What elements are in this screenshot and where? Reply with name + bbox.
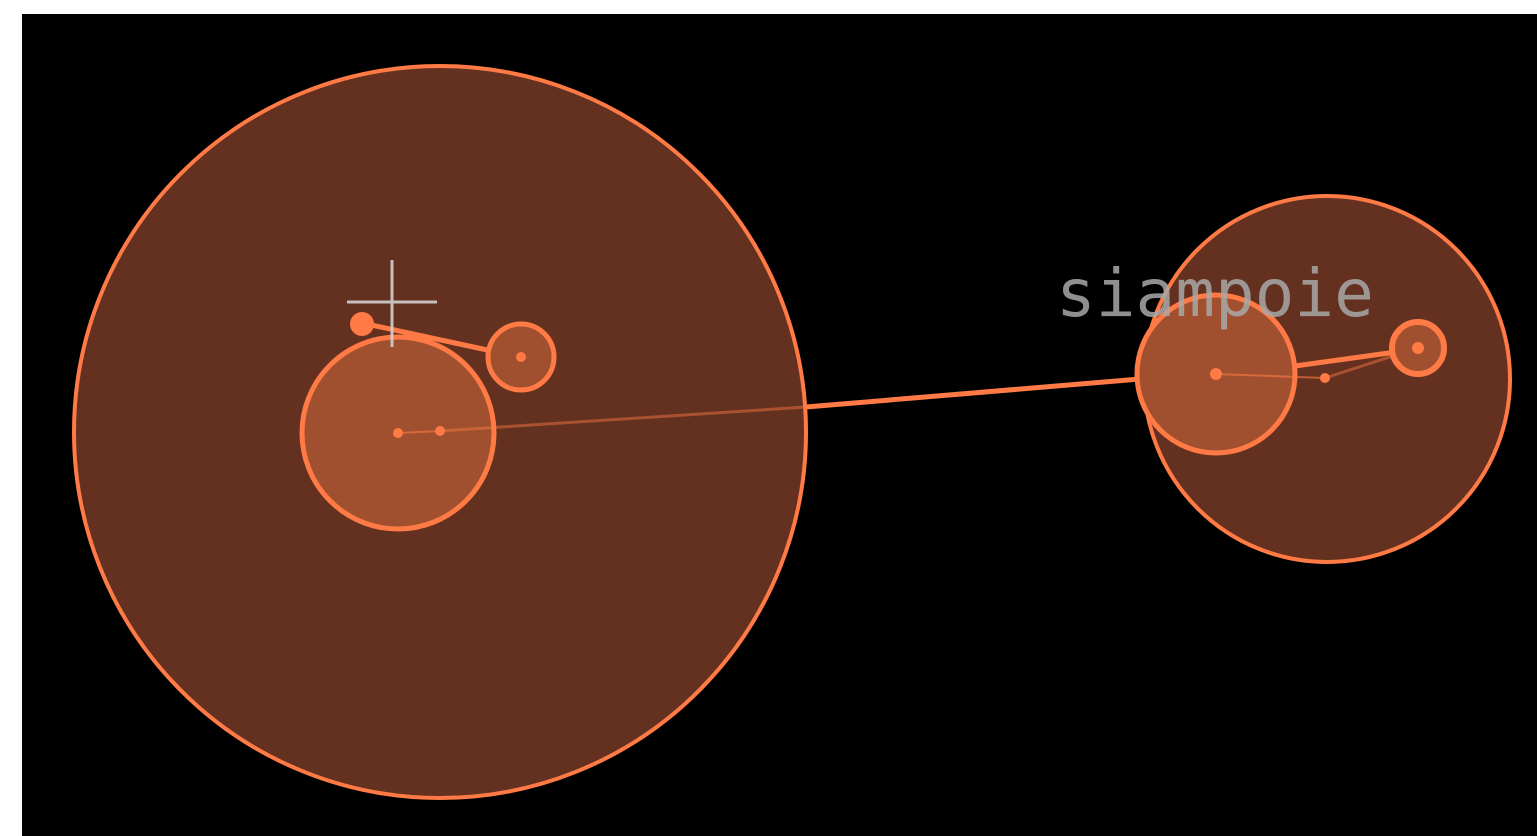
left-moon-center-dot bbox=[516, 352, 526, 362]
right-core-link bbox=[1215, 373, 1326, 379]
left-tether-anchor[interactable] bbox=[350, 312, 374, 336]
right-moon-center-dot bbox=[1412, 342, 1424, 354]
left-planet-system bbox=[72, 64, 808, 800]
right-planet-system bbox=[1134, 194, 1512, 564]
target-word: siampoie bbox=[1056, 255, 1374, 332]
left-moon-tether bbox=[361, 320, 493, 354]
left-core-link bbox=[397, 430, 441, 434]
crosshair-icon bbox=[347, 260, 437, 347]
beam-outer bbox=[805, 376, 1141, 410]
beam-inner bbox=[439, 405, 807, 433]
right-moon-tether bbox=[1294, 349, 1397, 369]
